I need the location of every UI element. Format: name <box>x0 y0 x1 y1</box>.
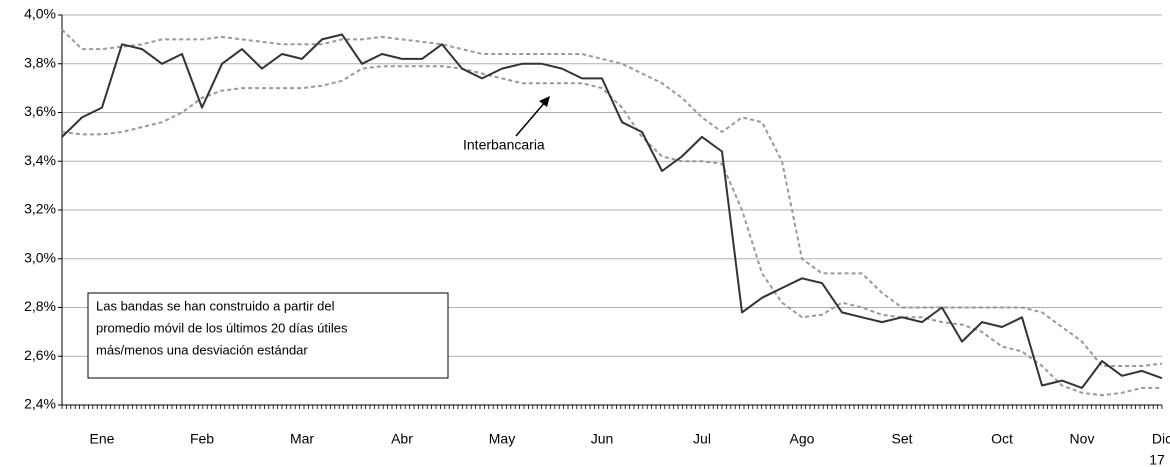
series-line <box>61 28 1163 367</box>
y-tick-label: 3,4% <box>24 152 56 168</box>
y-tick-label: 3,6% <box>24 103 56 119</box>
note-line: Las bandas se han construido a partir de… <box>96 298 335 313</box>
note-box <box>87 292 449 379</box>
note-line: más/menos una desviación estándar <box>96 342 308 357</box>
annotation-arrowhead <box>539 96 550 107</box>
y-tick-label: 3,0% <box>24 249 56 265</box>
y-tick-label: 2,6% <box>24 347 56 363</box>
year-label: 17 <box>1149 452 1165 467</box>
y-tick-label: 3,8% <box>24 54 56 70</box>
x-tick-label: Ene <box>90 431 115 447</box>
note-line: promedio móvil de los últimos 20 días út… <box>96 320 348 335</box>
x-tick-label: Nov <box>1070 431 1095 447</box>
x-tick-label: Dic <box>1152 431 1170 447</box>
x-tick-label: Jun <box>591 431 614 447</box>
x-minor-ticks <box>61 405 1163 409</box>
x-tick-label: Abr <box>391 431 413 447</box>
x-tick-label: Mar <box>290 431 314 447</box>
annotation-arrow <box>515 100 547 137</box>
x-tick-label: Jul <box>693 431 711 447</box>
x-tick-label: Ago <box>790 431 815 447</box>
x-tick-label: Oct <box>991 431 1013 447</box>
x-tick-label: Set <box>891 431 912 447</box>
series-line <box>61 33 1163 389</box>
series-line <box>61 65 1162 397</box>
series-annotation: Interbancaria <box>463 137 545 153</box>
y-tick-label: 3,2% <box>24 201 56 217</box>
x-tick-label: May <box>489 431 515 447</box>
x-tick-label: Feb <box>190 431 214 447</box>
y-tick-label: 2,4% <box>24 396 56 412</box>
y-tick-label: 2,8% <box>24 298 56 314</box>
y-tick-label: 4,0% <box>24 6 56 22</box>
